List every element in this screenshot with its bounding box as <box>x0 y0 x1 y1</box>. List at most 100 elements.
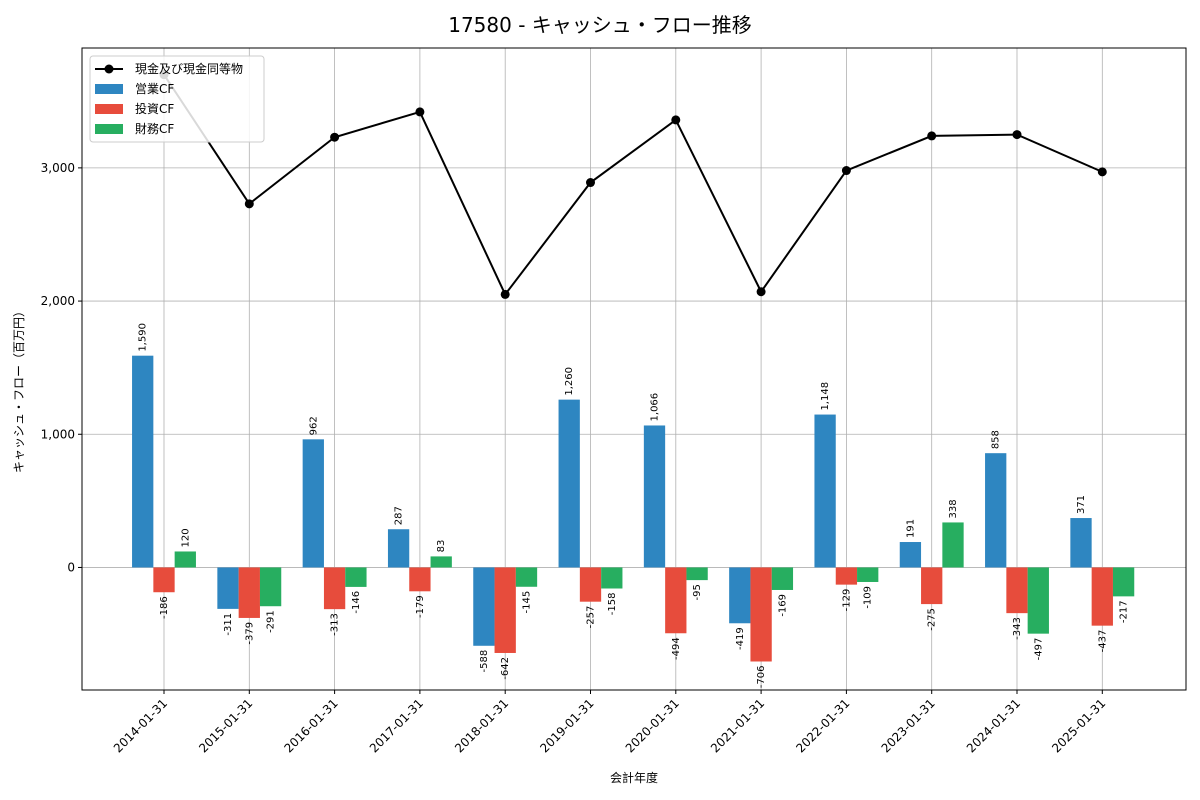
cash-line-point <box>841 166 851 176</box>
bar <box>473 567 495 646</box>
x-tick-label: 2019-01-31 <box>537 696 596 755</box>
cash-line-point <box>1097 167 1107 177</box>
cash-line-point <box>586 178 595 188</box>
bar-data-label: 1,260 <box>564 367 575 396</box>
y-tick-label: 3,000 <box>41 161 75 175</box>
data-labels: 1,590 -311 962 287 -588 1,260 1,066 -419 1,148 19… <box>138 323 1130 688</box>
axes: 0 1,000 2,000 3,000 2014-01-31 2015-01-31 2016… <box>41 47 1187 755</box>
legend-label: 営業CF <box>135 82 174 96</box>
y-tick-label: 0 <box>67 560 75 574</box>
bar-data-label: -419 <box>735 627 746 650</box>
x-tick-label: 2024-01-31 <box>964 696 1023 755</box>
bar-data-label: 120 <box>180 528 191 547</box>
bar <box>494 567 516 653</box>
x-tick-label: 2021-01-31 <box>708 696 767 755</box>
cash-line-path <box>163 74 1103 297</box>
bar-data-label: 371 <box>1076 495 1087 514</box>
bar-data-label: -642 <box>500 657 511 680</box>
x-axis-title: 会計年度 <box>610 770 658 785</box>
bar <box>558 399 580 568</box>
bar-data-label: -343 <box>1012 617 1023 640</box>
bar-data-label: 338 <box>948 499 959 518</box>
bar-data-label: 962 <box>308 416 319 435</box>
bar <box>132 355 154 568</box>
bar-data-label: -257 <box>586 606 597 629</box>
bar-data-label: -129 <box>841 589 852 612</box>
bar-data-label: -217 <box>1119 600 1130 623</box>
bar <box>238 567 260 618</box>
bar-data-label: -706 <box>756 665 767 688</box>
cash-line <box>159 70 1107 299</box>
bar <box>515 567 538 587</box>
bar <box>345 567 367 587</box>
bar <box>857 567 879 582</box>
chart-title: 17580 - キャッシュ・フロー推移 <box>448 13 752 37</box>
x-tick-label: 2025-01-31 <box>1049 696 1108 755</box>
y-tick-label: 2,000 <box>41 294 75 308</box>
bar-data-label: -179 <box>415 595 426 618</box>
bar-data-label: -145 <box>522 591 533 614</box>
bar-data-label: 858 <box>991 430 1002 449</box>
bar-data-label: 1,148 <box>820 382 831 411</box>
cash-line-point <box>756 287 766 297</box>
cash-line-point <box>330 132 340 142</box>
cash-line-point <box>1012 130 1022 140</box>
x-tick-label: 2022-01-31 <box>793 696 852 755</box>
bar <box>665 567 687 634</box>
bar-data-label: -95 <box>692 584 703 600</box>
bar <box>302 439 324 568</box>
bar <box>750 567 772 662</box>
bar-data-label: -497 <box>1033 638 1044 661</box>
bar <box>409 567 431 592</box>
x-tick-label: 2014-01-31 <box>111 696 170 755</box>
bar <box>899 542 922 568</box>
legend-marker <box>104 64 114 74</box>
legend-label: 投資CF <box>135 101 174 116</box>
bar <box>153 567 175 593</box>
x-tick-label: 2017-01-31 <box>367 696 426 755</box>
bar <box>259 567 282 607</box>
plot-frame <box>81 47 1187 691</box>
legend-label: 現金及び現金同等物 <box>135 61 243 76</box>
legend-swatch <box>95 104 123 114</box>
x-tick-label: 2023-01-31 <box>879 696 938 755</box>
cash-line-point <box>500 289 510 299</box>
bar-data-label: -311 <box>223 613 234 636</box>
bar-data-label: -169 <box>777 594 788 617</box>
bar-data-label: -379 <box>244 622 255 645</box>
bar <box>174 551 196 568</box>
bar-data-label: -313 <box>330 613 341 636</box>
bar <box>814 414 836 568</box>
legend-swatch <box>95 124 123 134</box>
legend-swatch <box>95 84 123 94</box>
bar-data-label: -588 <box>479 650 490 673</box>
bar <box>1027 567 1049 634</box>
bar <box>942 522 964 568</box>
x-tick-label: 2016-01-31 <box>282 696 341 755</box>
bar-data-label: -146 <box>351 591 362 614</box>
bar <box>985 453 1007 568</box>
bar <box>921 567 943 605</box>
x-tick-label: 2020-01-31 <box>623 696 682 755</box>
bar <box>729 567 751 624</box>
bar-data-label: -494 <box>671 637 682 660</box>
bar <box>643 425 666 568</box>
bar-data-label: 287 <box>394 506 405 525</box>
bar-data-label: -275 <box>927 608 938 631</box>
bar <box>1091 567 1113 626</box>
bar-data-label: 1,066 <box>650 393 661 422</box>
y-tick-label: 1,000 <box>41 427 75 441</box>
bar <box>430 556 452 568</box>
bar <box>1070 518 1092 568</box>
bar-data-label: 1,590 <box>138 323 149 352</box>
bar <box>1112 567 1135 597</box>
x-tick-label: 2015-01-31 <box>196 696 255 755</box>
bar <box>686 567 708 581</box>
bar <box>601 567 623 589</box>
bar <box>217 567 239 609</box>
bar <box>1006 567 1028 614</box>
bar <box>323 567 346 610</box>
bar <box>579 567 602 602</box>
